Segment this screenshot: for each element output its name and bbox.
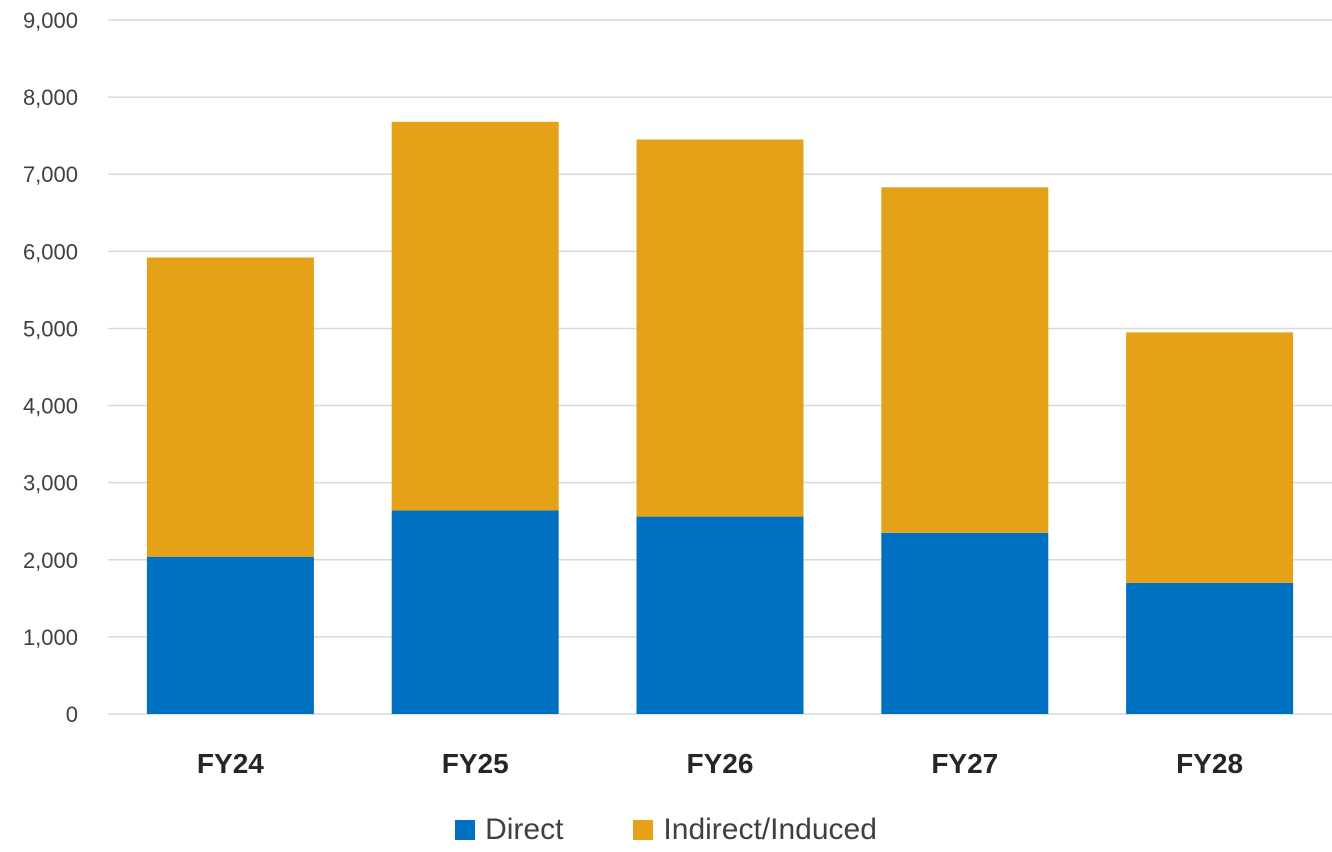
legend: Direct Indirect/Induced [0, 812, 1332, 848]
bar-indirect-induced-fy26 [636, 139, 804, 517]
legend-label-direct: Direct [485, 813, 564, 846]
bar-direct-fy27 [881, 532, 1049, 714]
x-tick-label: FY24 [197, 748, 264, 779]
x-tick-label: FY26 [687, 748, 754, 779]
x-axis-tick-labels: FY24 FY25 FY26 FY27 FY28 [197, 748, 1243, 779]
bar-direct-fy24 [146, 556, 314, 714]
legend-item-direct: Direct [455, 812, 563, 848]
y-tick-label: 7,000 [23, 162, 78, 187]
y-tick-label: 4,000 [23, 394, 78, 419]
y-tick-label: 3,000 [23, 471, 78, 496]
bar-indirect-induced-fy28 [1126, 332, 1294, 583]
y-axis-tick-labels: 0 1,000 2,000 3,000 4,000 5,000 6,000 7,000 8,00… [23, 8, 78, 727]
y-tick-label: 0 [66, 702, 78, 727]
legend-item-indirect-induced: Indirect/Induced [633, 812, 877, 848]
bar-indirect-induced-fy25 [391, 121, 559, 511]
bar-indirect-induced-fy24 [146, 257, 314, 557]
bar-direct-fy25 [391, 510, 559, 714]
y-tick-label: 5,000 [23, 316, 78, 341]
y-tick-label: 6,000 [23, 239, 78, 264]
legend-label-indirect-induced: Indirect/Induced [663, 813, 877, 846]
bar-direct-fy26 [636, 516, 804, 714]
bars [146, 121, 1294, 714]
y-tick-label: 1,000 [23, 625, 78, 650]
y-tick-label: 9,000 [23, 8, 78, 33]
chart-plot: 0 1,000 2,000 3,000 4,000 5,000 6,000 7,000 8,00… [23, 8, 1332, 779]
legend-swatch-direct [455, 820, 476, 840]
y-tick-label: 8,000 [23, 85, 78, 110]
x-tick-label: FY27 [931, 748, 998, 779]
y-tick-label: 2,000 [23, 548, 78, 573]
bar-indirect-induced-fy27 [881, 187, 1049, 533]
bar-direct-fy28 [1126, 582, 1294, 714]
x-tick-label: FY28 [1176, 748, 1243, 779]
x-tick-label: FY25 [442, 748, 509, 779]
legend-swatch-indirect-induced [633, 820, 654, 840]
